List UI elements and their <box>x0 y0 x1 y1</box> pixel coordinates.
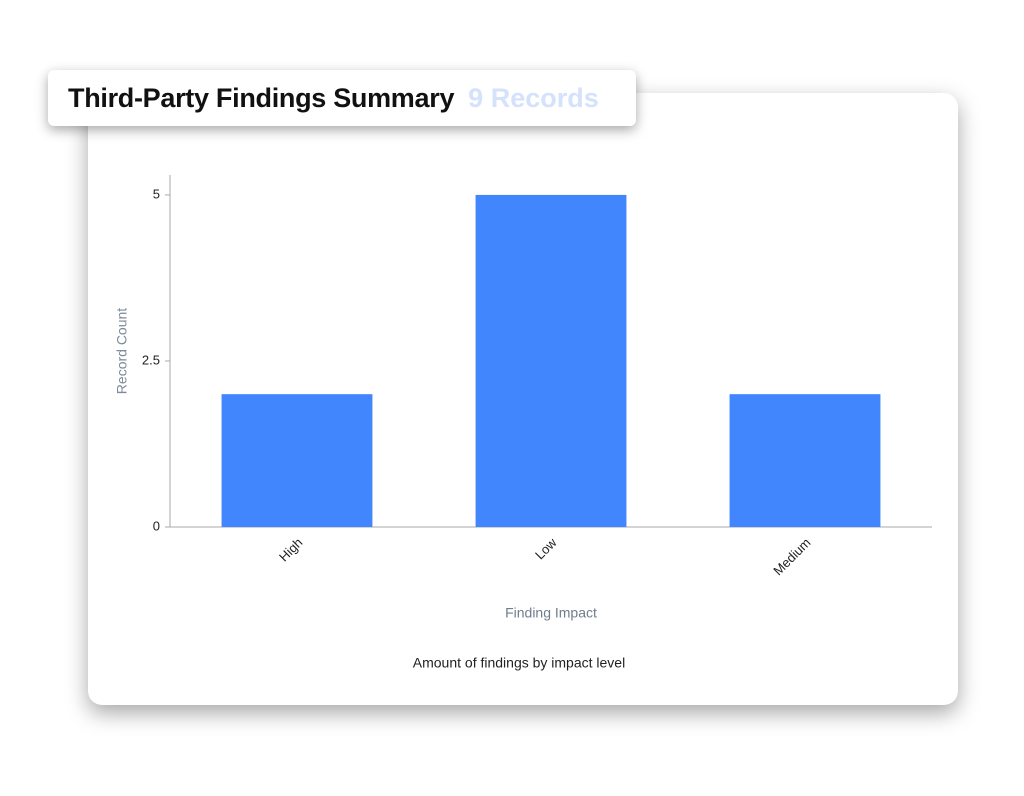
record-count: 9 Records <box>468 82 599 113</box>
bar <box>475 194 627 527</box>
x-axis-label: Finding Impact <box>505 605 597 621</box>
x-tick-label: High <box>276 535 306 565</box>
x-tick-label: Low <box>532 535 560 563</box>
y-tick-label: 0 <box>153 518 160 533</box>
y-tick-label: 5 <box>153 186 160 201</box>
bar <box>729 394 881 527</box>
y-axis-label: Record Count <box>114 308 130 394</box>
caption: Amount of findings by impact level <box>413 655 625 671</box>
chart-title: Third-Party Findings Summary <box>68 82 455 113</box>
title-box: Third-Party Findings Summary 9 Records <box>48 70 636 126</box>
bar <box>221 394 373 527</box>
x-tick-label: Medium <box>770 535 813 578</box>
y-tick-label: 2.5 <box>142 352 160 367</box>
